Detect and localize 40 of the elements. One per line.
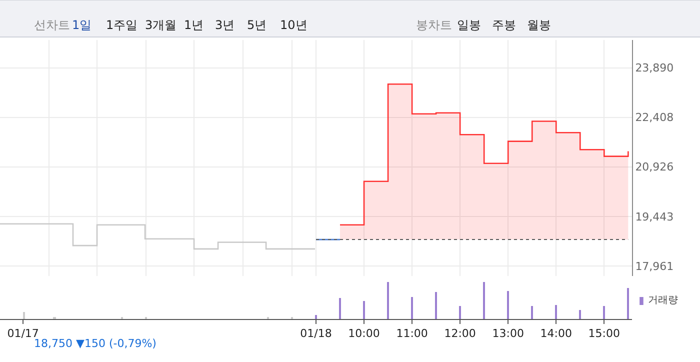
y-tick-label: 20,926 — [635, 160, 674, 174]
text: 3개월 — [145, 18, 177, 32]
text: 선차트 — [34, 18, 70, 32]
y-tick-label: 22,408 — [635, 111, 674, 124]
bar — [507, 291, 509, 319]
x-tick-label: 11:00 — [396, 327, 428, 340]
bar — [627, 288, 629, 319]
text: 월봉 — [527, 18, 551, 32]
bar — [363, 301, 365, 319]
bar — [387, 282, 389, 319]
text: 주봉 — [492, 18, 516, 32]
bar — [315, 315, 317, 319]
legend-label: 거래량 — [648, 295, 678, 306]
bar — [579, 310, 581, 319]
x-tick-label: 14:00 — [540, 327, 572, 340]
y-tick-label: 19,443 — [635, 210, 674, 224]
text: 1일 — [72, 18, 92, 32]
text: 1주일 — [106, 18, 138, 32]
bar — [531, 306, 533, 319]
x-tick-label: 13:00 — [492, 327, 524, 340]
x-tick-label: 15:00 — [588, 327, 620, 340]
y-tick-label: 23,890 — [635, 62, 674, 75]
text: 일봉 — [457, 18, 481, 32]
text: 10년 — [280, 18, 308, 32]
bar — [483, 282, 485, 319]
bar — [555, 305, 557, 319]
text: 봉차트 — [416, 18, 452, 32]
bar — [23, 312, 25, 319]
bar — [603, 306, 605, 319]
x-tick-label: 01/18 — [300, 327, 332, 340]
bar — [435, 292, 437, 319]
y-tick-label: 17,961 — [635, 260, 674, 273]
text: 5년 — [247, 18, 267, 32]
bar — [411, 297, 413, 319]
text: 1년 — [184, 18, 204, 32]
text: 3년 — [215, 18, 235, 32]
x-tick-label: 10:00 — [348, 327, 380, 340]
bar — [459, 306, 461, 319]
bar — [339, 298, 341, 319]
x-tick-label: 12:00 — [444, 327, 476, 340]
